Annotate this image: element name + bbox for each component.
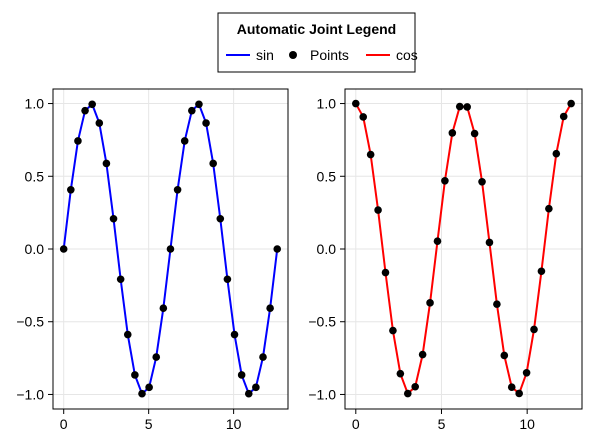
- data-point-points: [223, 275, 232, 284]
- data-point-points: [448, 129, 457, 137]
- data-point-points: [485, 238, 494, 247]
- legend-label-points: Points: [310, 47, 349, 63]
- data-point-points: [433, 237, 442, 245]
- data-point-points: [463, 103, 471, 111]
- legend-label-cos: cos: [396, 47, 418, 63]
- legend-entry-points: Points: [289, 47, 349, 63]
- legend-swatch-points: [289, 51, 297, 59]
- data-point-points: [366, 150, 375, 159]
- y-tick-label: 1.0: [25, 96, 45, 112]
- data-point-points: [552, 149, 561, 158]
- y-tick-label: 0.5: [25, 168, 45, 184]
- data-point-points: [74, 137, 82, 145]
- data-point-points: [537, 267, 546, 276]
- x-tick-label: 0: [352, 416, 360, 432]
- data-point-points: [515, 389, 523, 398]
- data-point-points: [374, 206, 382, 214]
- data-point-points: [216, 214, 225, 223]
- data-point-points: [403, 389, 412, 398]
- data-point-points: [131, 371, 139, 379]
- legend-frame: [217, 12, 416, 73]
- y-tick-label: 0.5: [317, 168, 337, 184]
- data-point-points: [59, 245, 68, 253]
- x-tick-label: 10: [519, 416, 535, 432]
- data-point-points: [522, 368, 531, 377]
- y-tick-label: 1.0: [317, 96, 337, 112]
- data-point-points: [88, 100, 96, 109]
- data-point-points: [455, 102, 464, 111]
- data-point-points: [507, 383, 516, 391]
- data-point-points: [209, 159, 217, 168]
- right-plot-cos: 0 5 10 −1.0 −0.5 0.0 0.5 1.0: [308, 88, 583, 432]
- data-point-points: [411, 382, 420, 391]
- data-point-points: [188, 106, 196, 115]
- data-point-points: [418, 350, 427, 359]
- data-point-points: [389, 326, 397, 335]
- legend: Automatic Joint Legend sin Points cos: [217, 12, 418, 73]
- y-tick-label: −1.0: [308, 386, 336, 402]
- data-point-points: [109, 214, 118, 223]
- data-point-points: [266, 304, 274, 313]
- data-point-points: [500, 351, 509, 360]
- data-point-points: [273, 245, 282, 253]
- data-point-points: [470, 129, 479, 138]
- left-plot-sin: 0 5 10 −1.0 −0.5 0.0 0.5 1.0: [16, 88, 289, 432]
- x-tick-label: 0: [60, 416, 68, 432]
- data-point-points: [359, 113, 368, 121]
- data-point-points: [180, 137, 189, 145]
- data-point-points: [202, 119, 210, 127]
- data-point-points: [493, 300, 501, 308]
- x-tick-label: 10: [226, 416, 242, 432]
- data-point-points: [567, 99, 575, 108]
- data-point-points: [559, 112, 568, 121]
- data-point-points: [259, 353, 267, 361]
- data-point-points: [102, 159, 111, 168]
- legend-label-sin: sin: [256, 47, 274, 63]
- data-point-points: [381, 268, 390, 277]
- y-tick-label: 0.0: [317, 241, 337, 257]
- x-tick-label: 5: [438, 416, 446, 432]
- y-tick-label: 0.0: [25, 241, 45, 257]
- data-point-points: [426, 299, 434, 307]
- data-point-points: [352, 99, 360, 108]
- legend-title: Automatic Joint Legend: [237, 21, 396, 37]
- data-point-points: [478, 178, 486, 186]
- data-point-points: [530, 325, 538, 334]
- data-point-points: [95, 119, 104, 127]
- y-tick-label: −1.0: [16, 386, 44, 402]
- data-point-points: [67, 186, 75, 194]
- y-tick-label: −0.5: [308, 314, 336, 330]
- data-point-points: [138, 389, 146, 398]
- legend-entry-cos: cos: [366, 47, 418, 63]
- data-point-points: [152, 353, 161, 361]
- data-point-points: [244, 389, 253, 398]
- data-point-points: [441, 176, 449, 185]
- data-point-points: [173, 186, 182, 194]
- data-point-points: [252, 383, 260, 392]
- data-point-points: [166, 245, 175, 253]
- data-point-points: [145, 383, 153, 392]
- data-point-points: [159, 304, 168, 313]
- data-point-points: [237, 371, 246, 379]
- legend-entry-sin: sin: [226, 47, 274, 63]
- data-point-points: [230, 330, 239, 339]
- y-tick-label: −0.5: [16, 314, 44, 330]
- data-point-points: [81, 106, 89, 115]
- data-point-points: [123, 330, 132, 339]
- data-point-points: [116, 275, 125, 284]
- data-point-points: [545, 204, 553, 213]
- x-tick-label: 5: [145, 416, 153, 432]
- data-point-points: [195, 100, 203, 109]
- data-point-points: [396, 369, 405, 378]
